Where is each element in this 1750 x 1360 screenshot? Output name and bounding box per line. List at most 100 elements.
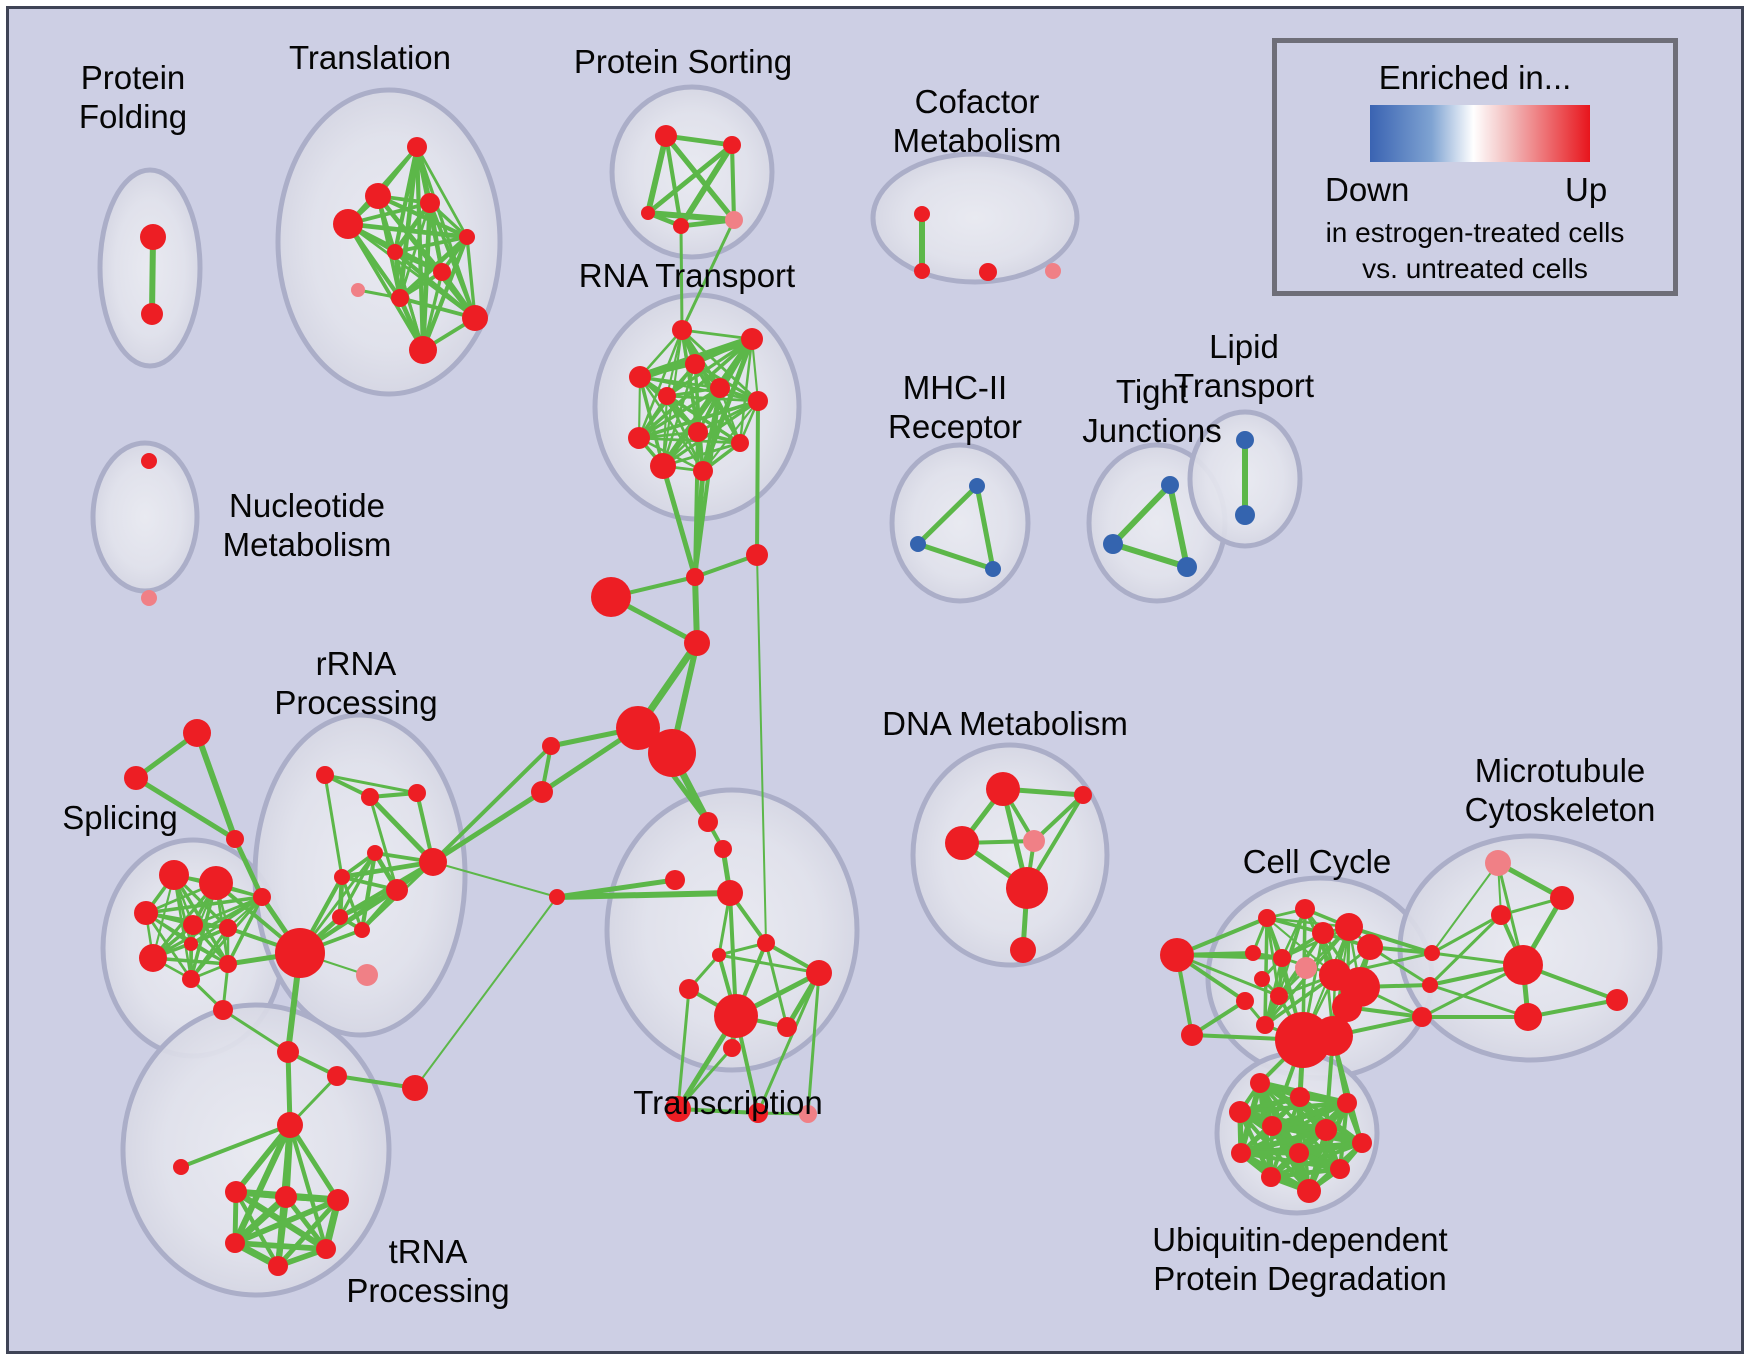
node-tl6 <box>459 229 475 245</box>
node-tx2 <box>714 840 732 858</box>
node-mt1 <box>1550 886 1574 910</box>
node-ps2 <box>723 136 741 154</box>
node-ccL <box>1160 938 1194 972</box>
node-sp5 <box>219 919 237 937</box>
cluster-label-microtubule-cytoskeleton: Cytoskeleton <box>1465 791 1656 828</box>
cluster-label-rrna-processing: rRNA <box>316 645 397 682</box>
cluster-label-tight-junctions: Tight <box>1116 373 1188 410</box>
node-tn6 <box>268 1256 288 1276</box>
node-rr2 <box>361 788 379 806</box>
edge <box>1175 953 1284 960</box>
node-rt10 <box>731 434 749 452</box>
node-tri2 <box>124 766 148 790</box>
edge <box>676 1046 734 1111</box>
legend-caption-line2: vs. untreated cells <box>1362 253 1588 284</box>
cluster-label-lipid-transport: Transport <box>1174 367 1314 404</box>
node-cc12 <box>1236 992 1254 1010</box>
enrichment-map-stage: Protein Folding Translation Protein Sorting… <box>9 9 1741 1351</box>
edge <box>729 142 737 223</box>
node-tx3 <box>665 870 685 890</box>
node-ub9 <box>1289 1143 1309 1163</box>
edge <box>755 399 760 557</box>
cluster-label-splicing: Splicing <box>62 799 178 836</box>
node-rrb <box>277 1041 299 1063</box>
node-cc14 <box>1256 1016 1274 1034</box>
node-tx9 <box>714 994 758 1038</box>
node-cc7 <box>1254 971 1270 987</box>
edge <box>693 430 700 579</box>
edge <box>738 337 754 445</box>
node-pf2 <box>141 303 163 325</box>
edge <box>133 775 238 842</box>
node-rt9 <box>628 427 650 449</box>
node-sp4 <box>183 915 203 935</box>
node-nm2 <box>141 590 157 606</box>
edge <box>1110 482 1173 547</box>
node-tn0 <box>277 1112 303 1138</box>
node-tl2 <box>365 183 391 209</box>
edge <box>393 235 469 254</box>
node-mt2 <box>1491 905 1511 925</box>
edge <box>663 133 735 148</box>
edge <box>764 941 789 1029</box>
edge <box>637 328 684 440</box>
node-tx7 <box>806 960 832 986</box>
node-lt2 <box>1235 505 1255 525</box>
edge <box>345 221 470 240</box>
edge <box>338 851 377 919</box>
node-tn3 <box>327 1189 349 1211</box>
edge <box>915 541 996 572</box>
node-ub4 <box>1229 1101 1251 1123</box>
edge <box>1526 998 1619 1019</box>
cluster-label-microtubule-cytoskeleton: Microtubule <box>1475 752 1646 789</box>
edge <box>323 773 419 795</box>
node-ch4 <box>684 630 710 656</box>
node-tj1 <box>1161 476 1179 494</box>
node-rt6 <box>658 387 676 405</box>
node-rr9 <box>354 922 370 938</box>
cluster-label-protein-folding: Folding <box>79 98 187 135</box>
cluster-label-ubiquitin-degradation: Ubiquitin-dependent <box>1152 1221 1447 1258</box>
edge <box>275 1197 341 1269</box>
edge <box>359 850 378 933</box>
edge <box>1347 925 1434 955</box>
node-tl5 <box>387 244 403 260</box>
node-tx13 <box>748 1103 768 1123</box>
node-cc2 <box>1295 899 1315 919</box>
node-rr10 <box>356 964 378 986</box>
edge <box>637 436 742 445</box>
node-tx14 <box>799 1105 817 1123</box>
node-rt7 <box>748 391 768 411</box>
edge <box>680 328 754 341</box>
node-rrd <box>402 1075 428 1101</box>
node-rt8 <box>688 422 708 442</box>
node-sp2 <box>199 866 233 900</box>
edge <box>392 249 478 321</box>
node-ub3 <box>1337 1093 1357 1113</box>
edge <box>1296 1140 1365 1156</box>
legend-up-label: Up <box>1565 171 1608 208</box>
edge <box>1431 862 1499 954</box>
node-tn2 <box>275 1186 297 1208</box>
node-rt5 <box>710 378 730 398</box>
node-nm1 <box>141 453 157 469</box>
cluster-label-protein-sorting: Protein Sorting <box>574 43 792 80</box>
node-tx12 <box>665 1096 691 1122</box>
cluster-label-rrna-processing: Processing <box>274 684 437 721</box>
node-rt2 <box>741 328 763 350</box>
edge <box>974 483 996 572</box>
edge <box>144 895 264 915</box>
node-tj2 <box>1103 534 1123 554</box>
node-dm5 <box>1006 867 1048 909</box>
node-dm2 <box>1074 786 1092 804</box>
edge <box>415 145 469 239</box>
node-ps3 <box>641 206 655 220</box>
node-tl4 <box>333 209 363 239</box>
cluster-label-rna-transport: RNA Transport <box>579 257 795 294</box>
node-tri1 <box>183 719 211 747</box>
edge <box>1167 482 1190 570</box>
node-rrh <box>275 928 325 978</box>
node-rr1 <box>316 766 334 784</box>
node-sp11 <box>253 888 271 906</box>
node-tl3 <box>420 193 440 213</box>
